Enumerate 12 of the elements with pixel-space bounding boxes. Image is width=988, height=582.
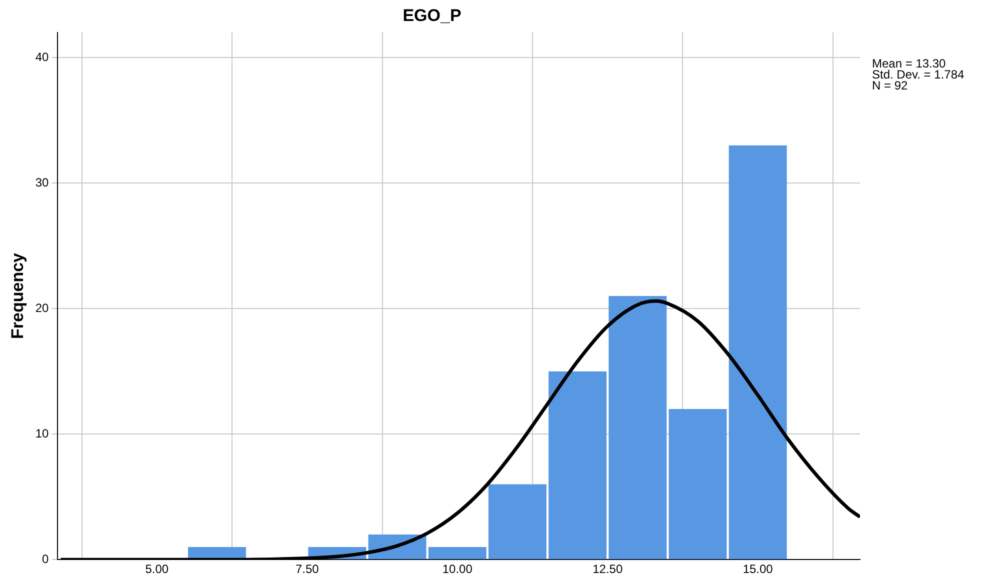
y-tick-label: 30	[35, 175, 50, 190]
y-tick-label: 10	[35, 426, 50, 440]
x-tick-label: 10.00	[442, 562, 473, 576]
x-tick-label: 7.50	[295, 562, 320, 576]
x-tick-label: 5.00	[145, 562, 169, 576]
x-tick-label: 15.00	[742, 562, 774, 576]
chart-title: EGO_P	[402, 6, 462, 25]
x-tick-label: 12.50	[592, 562, 623, 576]
y-tick-label: 0	[42, 552, 50, 566]
y-tick-label: 40	[35, 50, 50, 64]
y-tick-label: 20	[35, 300, 50, 315]
y-axis-title: Frequency	[8, 252, 27, 339]
